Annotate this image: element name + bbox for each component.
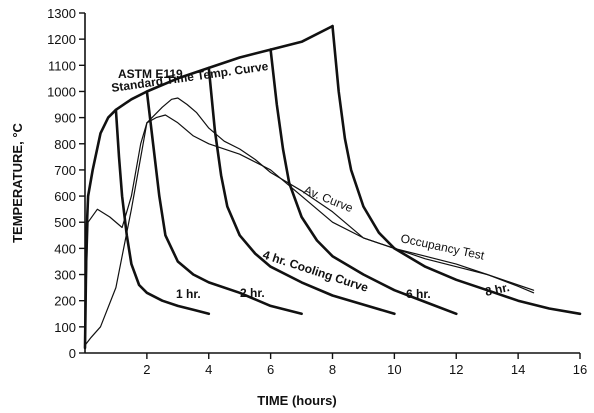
x-tick-label: 6 xyxy=(267,362,274,377)
x-tick-label: 16 xyxy=(573,362,587,377)
axes: 0 100 200 300 400 500 600 700 800 900 1000 1100 1200… xyxy=(47,6,587,377)
x-tick-label: 12 xyxy=(449,362,463,377)
y-tick-label: 700 xyxy=(54,163,76,178)
x-tick-label: 10 xyxy=(387,362,401,377)
two-hr-label: 2 hr. xyxy=(240,286,265,300)
one-hr-label: 1 hr. xyxy=(176,287,201,301)
y-tick-label: 200 xyxy=(54,294,76,309)
y-tick-label: 300 xyxy=(54,268,76,283)
x-tick-label: 8 xyxy=(329,362,336,377)
series-line-astm xyxy=(83,24,334,350)
series-line-cool_6 xyxy=(269,48,458,316)
y-tick-label: 0 xyxy=(69,346,76,361)
six-hr-label: 6 hr. xyxy=(406,287,431,301)
eight-hr-label: 8 hr. xyxy=(484,280,511,299)
x-tick-label: 4 xyxy=(205,362,212,377)
series-line-average xyxy=(84,97,535,346)
astm-label-line1: ASTM E119 xyxy=(118,67,183,81)
y-tick-label: 600 xyxy=(54,189,76,204)
x-tick-label: 2 xyxy=(143,362,150,377)
y-tick-label: 1300 xyxy=(47,6,76,21)
series-group xyxy=(83,24,582,350)
y-tick-label: 100 xyxy=(54,320,76,335)
y-axis-title: TEMPERATURE, °C xyxy=(10,122,25,242)
series-line-cool_8 xyxy=(331,24,582,316)
x-axis-title: TIME (hours) xyxy=(257,393,336,408)
series-line-cool_1 xyxy=(114,108,211,316)
x-tick-label: 14 xyxy=(511,362,525,377)
series-line-cool_2 xyxy=(145,90,303,316)
y-tick-label: 500 xyxy=(54,215,76,230)
series-line-occupancy xyxy=(84,114,535,346)
y-tick-label: 400 xyxy=(54,241,76,256)
astm-label-line2: Standard Time Temp. Curve xyxy=(110,59,269,95)
y-tick-label: 1000 xyxy=(47,84,76,99)
y-tick-label: 1200 xyxy=(47,32,76,47)
y-tick-label: 800 xyxy=(54,137,76,152)
y-tick-label: 1100 xyxy=(48,58,76,73)
y-tick-label: 900 xyxy=(54,111,76,126)
av-curve-label: Av. Curve xyxy=(302,183,355,215)
series-line-cool_4 xyxy=(207,66,396,316)
